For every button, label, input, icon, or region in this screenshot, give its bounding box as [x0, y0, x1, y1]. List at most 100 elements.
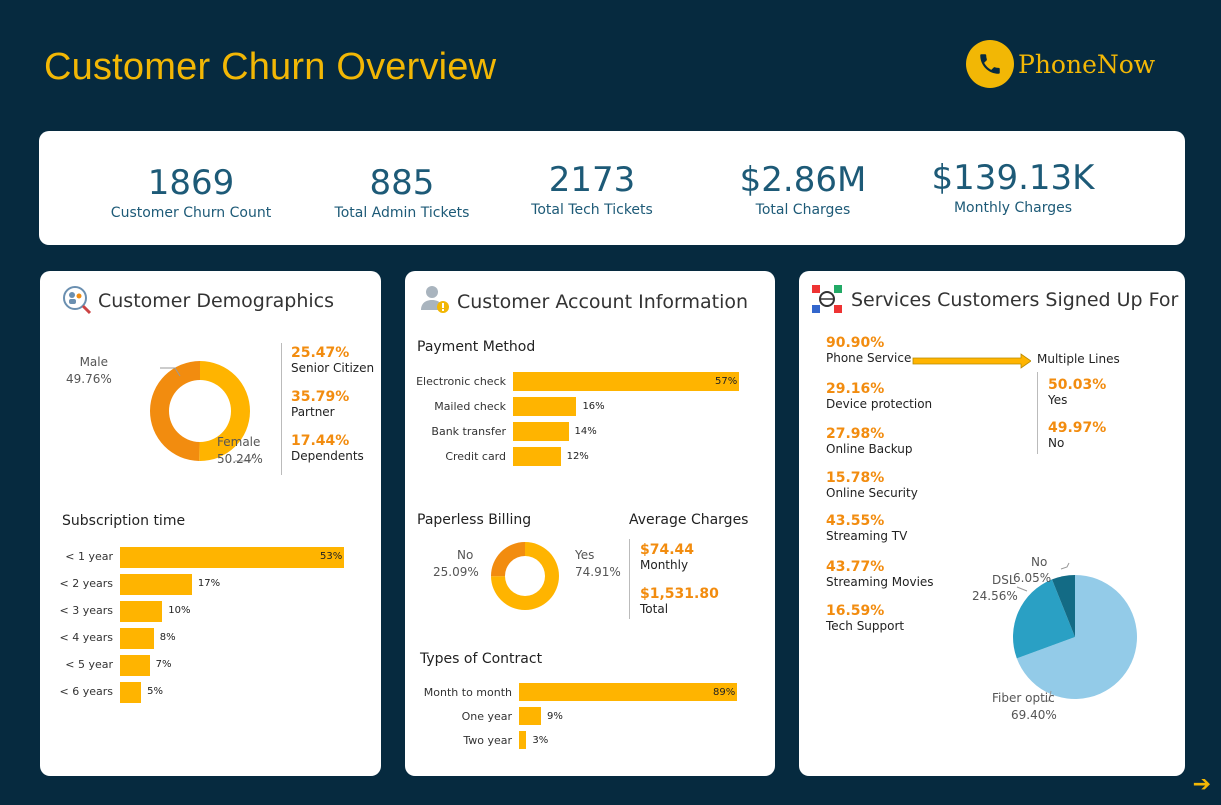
bar[interactable]	[120, 574, 192, 595]
bar[interactable]	[120, 682, 142, 703]
multiple-lines-title: Multiple Lines	[1037, 352, 1120, 366]
stat-label: Partner	[291, 405, 335, 419]
stat-pct: 35.79%	[291, 389, 350, 405]
bar-label: < 6 years	[59, 685, 113, 698]
divider	[281, 343, 282, 475]
kpi-value: $139.13K	[931, 158, 1095, 198]
service-pct: 27.98%	[826, 426, 885, 442]
user-account-icon	[419, 283, 451, 319]
bar[interactable]	[120, 601, 163, 622]
bar-value-label: 17%	[197, 578, 221, 589]
bar-value-label: 16%	[582, 401, 605, 412]
male-label: Male	[79, 355, 108, 369]
next-page-arrow-icon[interactable]: ➔	[1192, 772, 1211, 797]
kpi-value: 885	[369, 163, 435, 203]
account-panel: Customer Account Information Payment Met…	[405, 271, 775, 776]
stat-pct: 17.44%	[291, 433, 350, 449]
avg-monthly-stat: $74.44 Monthly	[640, 542, 694, 572]
service-label: Streaming Movies	[826, 575, 934, 589]
bar[interactable]	[120, 628, 154, 649]
multiple-lines-yes: 50.03% Yes	[1048, 377, 1106, 407]
bar[interactable]	[519, 683, 737, 701]
bar-label: Credit card	[445, 450, 506, 463]
brand-name: PhoneNow	[1018, 49, 1156, 79]
avg-monthly-label: Monthly	[640, 558, 689, 572]
bar[interactable]	[519, 731, 527, 749]
fiber-optic-slice[interactable]	[1016, 575, 1137, 699]
bar-label: Electronic check	[416, 375, 506, 388]
dsl-slice[interactable]	[1013, 579, 1075, 659]
bar[interactable]	[513, 447, 561, 466]
paperless-no-slice[interactable]	[491, 542, 525, 577]
internet-dsl-pct: 24.56%	[972, 589, 1018, 603]
paperless-no-pct: 25.09%	[433, 565, 479, 579]
male-slice[interactable]	[149, 361, 200, 461]
stat-label: Dependents	[291, 449, 364, 463]
bar[interactable]	[513, 397, 577, 416]
paperless-yes-slice[interactable]	[491, 542, 559, 610]
bar[interactable]	[513, 422, 569, 441]
service-pct: 16.59%	[826, 603, 885, 619]
service-label: Phone Service	[826, 351, 912, 365]
kpi-card: 1869 Customer Churn Count 885 Total Admi…	[39, 131, 1185, 245]
service-item: 90.90% Phone Service	[826, 335, 911, 365]
service-label: Device protection	[826, 397, 933, 411]
demographics-icon	[62, 285, 92, 319]
paperless-yes-label: Yes	[575, 548, 595, 562]
female-slice[interactable]	[199, 361, 250, 461]
bar-value-label: 57%	[715, 376, 738, 387]
service-pct: 15.78%	[826, 470, 885, 486]
demographics-panel: Customer Demographics Male 49.76% Female…	[40, 271, 381, 776]
kpi-label: Monthly Charges	[953, 200, 1073, 216]
contract-title: Types of Contract	[420, 651, 543, 667]
paperless-yes-pct: 74.91%	[575, 565, 621, 579]
service-pct: 90.90%	[826, 335, 885, 351]
bar-value-label: 9%	[547, 711, 563, 722]
demographics-title: Customer Demographics	[98, 290, 335, 312]
bar[interactable]	[513, 372, 739, 391]
bar-label: Bank transfer	[431, 425, 506, 438]
kpi-total-charges: $2.86M Total Charges	[703, 160, 903, 218]
senior-citizen-stat: 25.47% Senior Citizen	[291, 345, 374, 375]
service-item: 29.16% Device protection	[826, 381, 932, 411]
avg-charges-title: Average Charges	[629, 512, 749, 528]
bar[interactable]	[120, 655, 150, 676]
service-item: 43.77% Streaming Movies	[826, 559, 934, 589]
bar-value-label: 14%	[574, 426, 597, 437]
no-internet-slice[interactable]	[1051, 575, 1075, 637]
bar-value-label: 53%	[320, 551, 343, 562]
male-pct: 49.76%	[66, 372, 112, 386]
service-item: 15.78% Online Security	[826, 470, 918, 500]
bar-value-label: 7%	[155, 659, 172, 670]
gender-donut	[149, 361, 256, 462]
bar-label: Mailed check	[434, 400, 506, 413]
bar-value-label: 3%	[532, 735, 549, 746]
kpi-label: Total Tech Tickets	[531, 202, 653, 218]
kpi-churn-count: 1869 Customer Churn Count	[91, 163, 291, 221]
phone-icon	[966, 40, 1014, 88]
avg-total-label: Total	[640, 602, 669, 616]
stat-label: No	[1048, 436, 1065, 450]
services-icon	[811, 283, 843, 319]
internet-fiber-label: Fiber optic	[992, 691, 1055, 705]
service-label: Tech Support	[826, 619, 905, 633]
service-pct: 43.55%	[826, 513, 885, 529]
service-item: 27.98% Online Backup	[826, 426, 913, 456]
arrow-right-icon	[912, 353, 1031, 369]
kpi-label: Total Charges	[755, 202, 851, 218]
subscription-title: Subscription time	[62, 513, 186, 529]
bar-label: < 2 years	[59, 577, 113, 590]
bar-value-label: 89%	[713, 687, 736, 698]
bar[interactable]	[519, 707, 542, 725]
bar-label: Two year	[463, 734, 512, 747]
paperless-donut	[491, 542, 559, 610]
bar[interactable]	[120, 547, 344, 568]
internet-fiber-pct: 69.40%	[1011, 708, 1057, 722]
bar-value-label: 8%	[159, 632, 176, 643]
account-title: Customer Account Information	[457, 291, 749, 313]
service-label: Online Backup	[826, 442, 913, 456]
bar-label: Month to month	[423, 686, 512, 699]
avg-monthly-value: $74.44	[640, 542, 695, 558]
bar-label: < 4 years	[59, 631, 113, 644]
kpi-monthly-charges: $139.13K Monthly Charges	[913, 158, 1113, 216]
